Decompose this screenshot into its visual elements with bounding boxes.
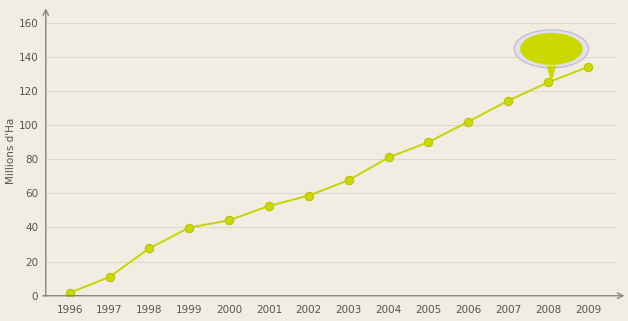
Y-axis label: Millions d'Ha: Millions d'Ha [6,117,16,184]
Text: 134: 134 [537,42,566,56]
